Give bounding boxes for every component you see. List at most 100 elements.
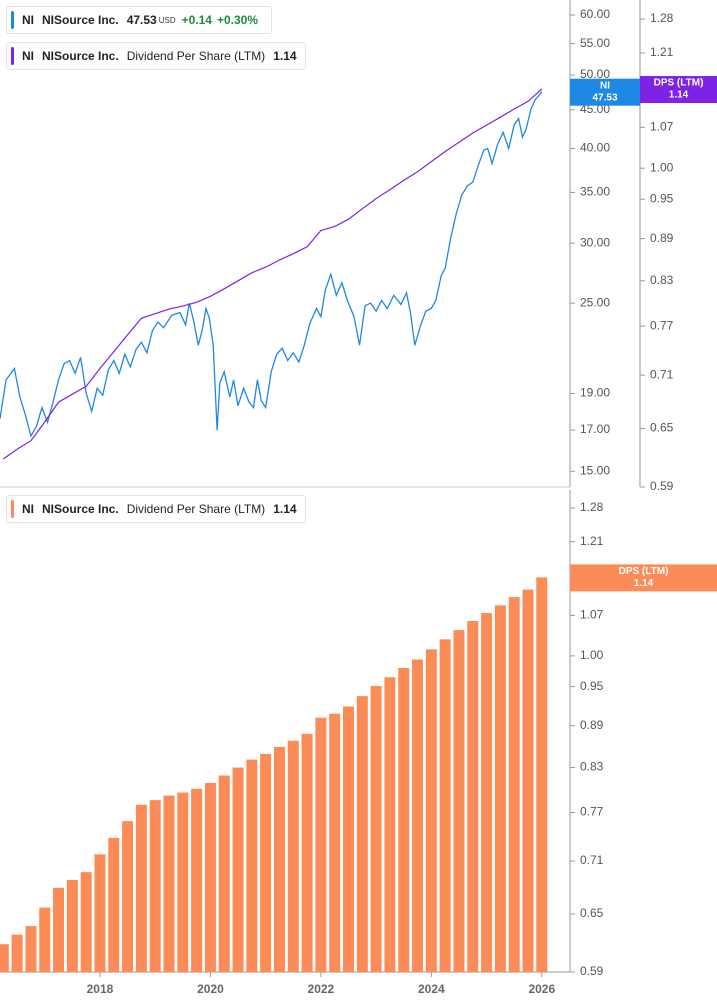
- bar: [301, 733, 313, 972]
- y-tick-label: 25.00: [580, 295, 610, 309]
- bar: [218, 775, 230, 972]
- y-tick-label: 40.00: [580, 141, 610, 155]
- bar: [232, 767, 244, 972]
- y-tick-label: 1.07: [580, 608, 604, 622]
- price-badge-label: NI: [600, 80, 610, 91]
- bar: [522, 589, 534, 972]
- y-tick-label: 35.00: [580, 185, 610, 199]
- legend-swatch: [11, 11, 14, 29]
- y-tick-label: 0.95: [650, 191, 674, 205]
- y-tick-label: 0.89: [650, 231, 674, 245]
- price-badge-value: 47.53: [592, 92, 617, 103]
- bar: [122, 821, 134, 972]
- dps-badge: [640, 76, 717, 104]
- bar: [94, 854, 106, 972]
- bar: [53, 887, 65, 972]
- bar: [453, 630, 465, 972]
- dps-badge-label: DPS (LTM): [654, 78, 704, 89]
- legend-company: NISource Inc.: [42, 49, 119, 63]
- y-tick-label: 1.21: [650, 45, 674, 59]
- legend-symbol: NI: [22, 49, 34, 63]
- bar: [80, 872, 92, 972]
- y-tick-label: 0.77: [580, 805, 604, 819]
- x-tick-label: 2022: [308, 982, 335, 996]
- dps-badge-label: DPS (LTM): [619, 566, 669, 577]
- y-tick-label: 50.00: [580, 67, 610, 81]
- bar: [25, 926, 37, 972]
- legend-swatch: [11, 47, 14, 65]
- y-tick-label: 0.95: [580, 679, 604, 693]
- price-badge: [570, 78, 640, 106]
- y-tick-label: 19.00: [580, 386, 610, 400]
- bar: [398, 667, 410, 972]
- bar: [439, 639, 451, 972]
- y-tick-label: 0.83: [580, 760, 604, 774]
- bar: [370, 685, 382, 972]
- y-tick-label: 1.00: [650, 160, 674, 174]
- legend-name: NISource Inc.: [42, 13, 119, 27]
- series-line: [0, 91, 543, 438]
- x-tick-label: 2018: [87, 982, 114, 996]
- price-legend: NI NISource Inc. 47.53 USD +0.14 +0.30%: [6, 6, 273, 34]
- bar: [384, 677, 396, 972]
- bar: [425, 649, 437, 972]
- legend-currency: USD: [158, 15, 176, 25]
- y-tick-label: 1.00: [580, 648, 604, 662]
- x-tick-label: 2024: [418, 982, 445, 996]
- bar: [39, 907, 51, 972]
- bar: [260, 753, 272, 972]
- bar: [342, 706, 354, 972]
- legend-swatch: [11, 500, 14, 518]
- y-tick-label: 0.59: [650, 479, 674, 493]
- legend-name: Dividend Per Share (LTM): [126, 502, 266, 516]
- y-tick-label: 1.21: [580, 534, 604, 548]
- dps-legend: NI NISource Inc. Dividend Per Share (LTM…: [6, 42, 306, 70]
- bar: [467, 620, 479, 972]
- y-tick-label: 0.65: [650, 421, 674, 435]
- y-tick-label: 17.00: [580, 422, 610, 436]
- legend-company: NISource Inc.: [42, 502, 119, 516]
- y-tick-label: 1.07: [650, 119, 674, 133]
- y-tick-label: 0.65: [580, 906, 604, 920]
- y-tick-label: 0.71: [580, 853, 604, 867]
- bar: [135, 804, 147, 972]
- bar: [508, 597, 520, 972]
- legend-price: 47.53: [126, 13, 157, 27]
- dps-badge-value: 1.14: [669, 90, 689, 101]
- bar: [0, 944, 9, 972]
- y-tick-label: 0.71: [650, 367, 674, 381]
- legend-symbol: NI: [22, 13, 34, 27]
- y-tick-label: 30.00: [580, 235, 610, 249]
- bar: [536, 577, 548, 972]
- legend-value: 1.14: [273, 49, 297, 63]
- y-tick-label: 1.28: [580, 500, 604, 514]
- y-tick-label: 1.28: [650, 11, 674, 25]
- bar: [329, 713, 341, 972]
- bar: [177, 792, 189, 972]
- y-tick-label: 15.00: [580, 463, 610, 477]
- legend-symbol: NI: [22, 502, 34, 516]
- y-tick-label: 60.00: [580, 7, 610, 21]
- bar: [287, 740, 299, 972]
- bar: [149, 800, 161, 972]
- bar: [108, 837, 120, 972]
- bar: [204, 782, 216, 972]
- y-tick-label: 0.83: [650, 273, 674, 287]
- bar: [191, 788, 203, 972]
- y-tick-label: 0.59: [580, 964, 604, 978]
- bar: [356, 696, 368, 972]
- y-tick-label: 55.00: [580, 36, 610, 50]
- legend-value: 1.14: [273, 502, 297, 516]
- bar: [11, 934, 23, 972]
- bar: [246, 759, 258, 972]
- y-tick-label: 0.89: [580, 718, 604, 732]
- series-line: [2, 88, 543, 460]
- dps-badge-value: 1.14: [634, 578, 654, 589]
- bar: [66, 879, 78, 972]
- x-tick-label: 2026: [528, 982, 555, 996]
- bar: [494, 605, 506, 972]
- dps-legend: NI NISource Inc. Dividend Per Share (LTM…: [6, 495, 306, 523]
- bar: [315, 717, 327, 972]
- legend-name: Dividend Per Share (LTM): [126, 49, 266, 63]
